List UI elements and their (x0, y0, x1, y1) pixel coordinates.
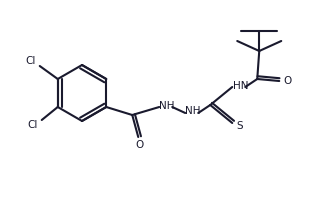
Text: Cl: Cl (26, 56, 36, 66)
Text: O: O (135, 140, 143, 150)
Text: HN: HN (233, 81, 249, 91)
Text: NH: NH (185, 106, 201, 116)
Text: NH: NH (160, 101, 175, 111)
Text: O: O (283, 76, 291, 86)
Text: Cl: Cl (28, 120, 38, 130)
Text: S: S (236, 121, 242, 131)
